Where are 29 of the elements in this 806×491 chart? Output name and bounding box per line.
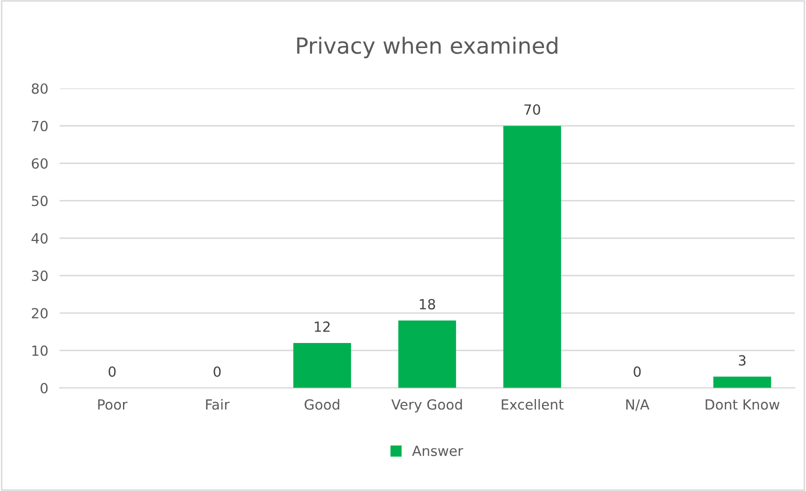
x-tick-label: Fair	[206, 399, 230, 410]
data-label: 0	[108, 366, 116, 377]
y-tick-label: 70	[32, 120, 48, 132]
x-tick-label: Excellent	[502, 399, 564, 410]
x-tick-label: Poor	[98, 399, 128, 410]
data-label: 12	[314, 321, 330, 332]
y-tick-label: 40	[32, 233, 48, 244]
y-tick-label: 30	[32, 270, 48, 282]
x-tick-label: N/A	[626, 399, 650, 411]
y-tick-label: 80	[32, 83, 48, 94]
y-tick-label: 10	[32, 345, 48, 356]
legend-label: Answer	[412, 446, 464, 456]
bar	[293, 342, 352, 388]
x-tick-label: Good	[304, 399, 340, 410]
data-label: 0	[634, 366, 641, 377]
chart-title: Privacy when examined	[297, 36, 558, 58]
y-tick-label: 50	[32, 196, 48, 206]
x-tick-label: Very Good	[391, 399, 462, 412]
y-tick-label: 0	[40, 382, 48, 394]
y-tick-label: 20	[32, 308, 48, 318]
data-label: 0	[214, 366, 221, 377]
y-tick-label: 60	[32, 158, 48, 169]
data-label: 70	[524, 104, 540, 115]
bar	[398, 320, 456, 388]
data-label: 18	[420, 298, 436, 310]
data-label: 3	[738, 355, 746, 366]
bar	[503, 126, 562, 388]
bar	[713, 376, 772, 388]
x-tick-label: Dont Know	[706, 399, 780, 410]
